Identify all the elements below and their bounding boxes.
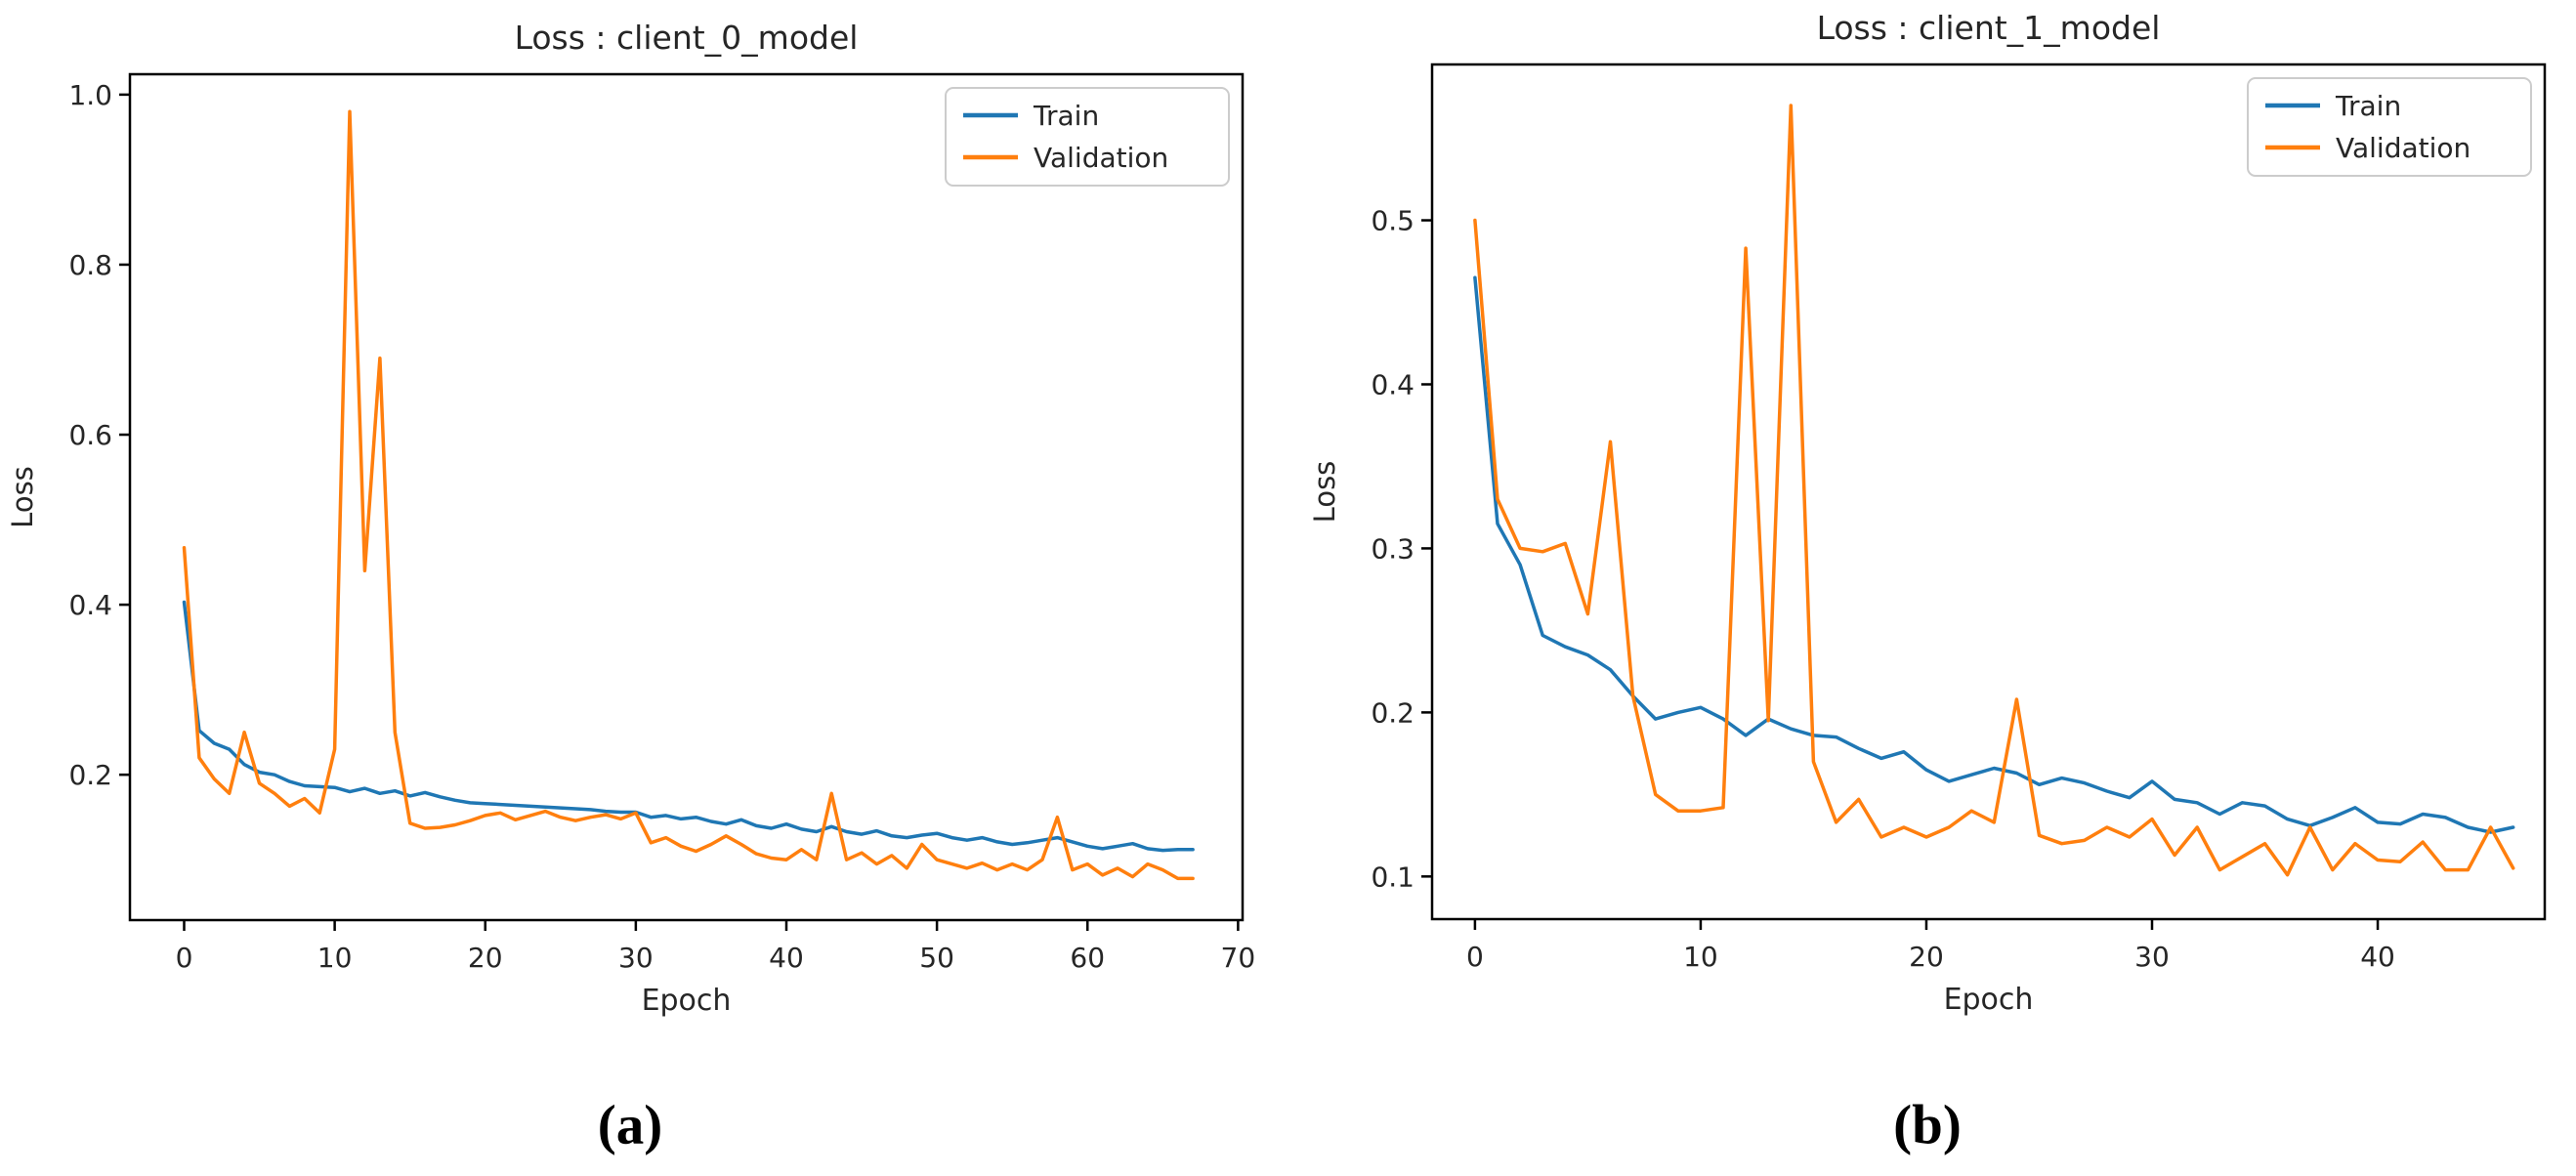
loss-chart-client-0: Loss : client_0_model 0 10 20 30 40 50 60 70 0.2 0… bbox=[0, 0, 1299, 1035]
y-axis-label: Loss bbox=[6, 466, 39, 528]
plot-frame bbox=[128, 72, 1245, 922]
train-line bbox=[182, 600, 1195, 853]
x-tick-label: 70 bbox=[1221, 942, 1256, 974]
y-tick-label: 0.4 bbox=[1371, 368, 1415, 400]
loss-chart-client-1: Loss : client_1_model 0 10 20 30 40 0.1 0.2 0.3 0… bbox=[1299, 0, 2576, 1035]
x-tick-label: 40 bbox=[769, 942, 804, 974]
legend-label-validation: Validation bbox=[2336, 132, 2470, 164]
x-tick-label: 10 bbox=[1683, 941, 1718, 973]
legend-label-validation: Validation bbox=[1034, 142, 1168, 174]
chart-title: Loss : client_0_model bbox=[515, 19, 859, 57]
y-tick-label: 0.2 bbox=[68, 759, 112, 791]
legend-label-train: Train bbox=[1033, 100, 1099, 132]
validation-line bbox=[182, 109, 1195, 881]
x-tick-label: 50 bbox=[919, 942, 954, 974]
y-tick-label: 0.3 bbox=[1371, 532, 1415, 565]
plot-frame bbox=[1430, 63, 2547, 921]
x-tick-label: 0 bbox=[176, 942, 193, 974]
x-tick-label: 0 bbox=[1466, 941, 1484, 973]
y-tick-label: 0.4 bbox=[68, 589, 112, 621]
y-tick-label: 0.1 bbox=[1371, 861, 1415, 893]
x-axis-label: Epoch bbox=[642, 984, 732, 1018]
x-axis-label: Epoch bbox=[1944, 983, 2034, 1017]
legend-box bbox=[2247, 77, 2532, 177]
x-tick-label: 20 bbox=[468, 942, 503, 974]
legend-box bbox=[945, 87, 1230, 187]
y-tick-label: 0.2 bbox=[1371, 696, 1415, 729]
y-axis-label: Loss bbox=[1308, 461, 1341, 524]
y-tick-label: 1.0 bbox=[68, 79, 112, 111]
x-tick-label: 30 bbox=[2134, 941, 2170, 973]
chart-svg-client-1: Loss : client_1_model 0 10 20 30 40 0.1 0.2 0.3 0… bbox=[1308, 9, 2547, 1017]
chart-title: Loss : client_1_model bbox=[1817, 9, 2161, 47]
legend-label-train: Train bbox=[2335, 90, 2401, 122]
chart-svg-client-0: Loss : client_0_model 0 10 20 30 40 50 60 70 0.2 0… bbox=[6, 19, 1256, 1018]
train-line bbox=[1473, 275, 2515, 834]
y-tick-label: 0.5 bbox=[1371, 205, 1415, 237]
x-tick-label: 40 bbox=[2360, 941, 2395, 973]
y-tick-label: 0.6 bbox=[68, 419, 112, 451]
x-tick-label: 30 bbox=[618, 942, 654, 974]
subfigure-caption-a: (a) bbox=[597, 1094, 663, 1156]
x-tick-label: 60 bbox=[1070, 942, 1105, 974]
subfigure-caption-b: (b) bbox=[1893, 1094, 1962, 1156]
y-tick-label: 0.8 bbox=[68, 249, 112, 281]
x-tick-label: 20 bbox=[1909, 941, 1944, 973]
x-tick-label: 10 bbox=[317, 942, 353, 974]
validation-line bbox=[1473, 104, 2515, 877]
